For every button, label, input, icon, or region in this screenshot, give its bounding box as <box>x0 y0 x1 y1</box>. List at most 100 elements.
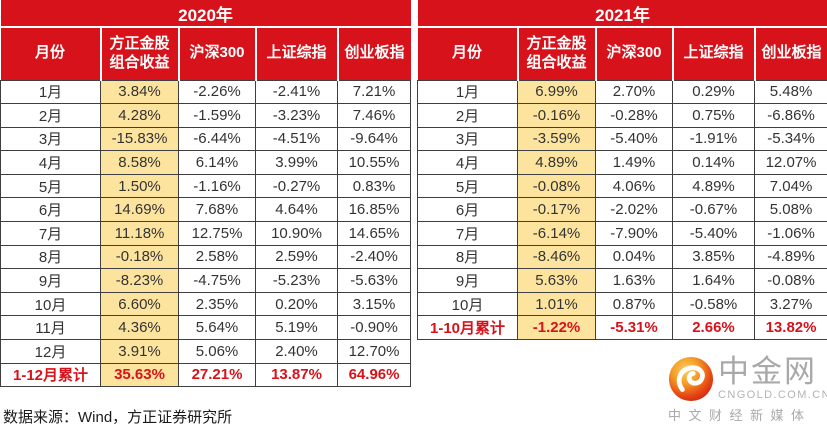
return-value-cell: 1.01% <box>517 291 596 317</box>
month-row: 10月 1.01% 0.87% -0.58% 3.27% <box>417 291 827 317</box>
column-header-chinext: 创业板指 <box>336 27 411 81</box>
column-header-csi300: 沪深300 <box>594 27 673 81</box>
month-row: 8月 -0.18% 2.58% 2.59% -2.40% <box>0 244 412 270</box>
return-value-cell: 7.21% <box>336 79 412 105</box>
return-value-cell: -6.44% <box>178 126 256 152</box>
return-value-cell: 2.35% <box>178 291 256 317</box>
month-label-cell: 2月 <box>0 103 101 128</box>
return-value-cell: 2.58% <box>178 244 256 270</box>
return-value-cell: 5.06% <box>178 339 256 364</box>
return-value-cell: 6.99% <box>517 79 596 105</box>
year-header-2021: 2021年 <box>417 0 827 28</box>
return-value-cell: -1.22% <box>517 315 596 341</box>
return-value-cell: 13.87% <box>255 362 338 388</box>
return-value-cell: -5.40% <box>595 126 673 152</box>
return-value-cell: -8.23% <box>100 268 179 293</box>
return-value-cell: -4.75% <box>178 268 256 293</box>
return-value-cell: -0.67% <box>672 197 755 223</box>
month-row: 5月 -0.08% 4.06% 4.89% 7.04% <box>417 173 827 199</box>
return-value-cell: 14.65% <box>336 221 412 246</box>
month-row: 8月 -8.46% 0.04% 3.85% -4.89% <box>417 244 827 270</box>
month-row: 9月 5.63% 1.63% 1.64% -0.08% <box>417 268 827 293</box>
month-label-cell: 3月 <box>417 126 518 152</box>
return-value-cell: 5.64% <box>178 315 256 341</box>
return-value-cell: 1.63% <box>595 268 673 293</box>
return-value-cell: -15.83% <box>100 126 179 152</box>
return-value-cell: 12.07% <box>753 150 827 175</box>
month-label-cell: 12月 <box>0 339 101 364</box>
return-value-cell: -5.34% <box>753 126 827 152</box>
return-value-cell: -4.89% <box>753 244 827 270</box>
return-value-cell: 4.89% <box>672 173 755 199</box>
return-value-cell: -2.02% <box>595 197 673 223</box>
month-label-cell: 10月 <box>417 291 518 317</box>
month-row: 4月 4.89% 1.49% 0.14% 12.07% <box>417 150 827 175</box>
return-value-cell: 6.60% <box>100 291 179 317</box>
month-label-cell: 9月 <box>0 268 101 293</box>
return-value-cell: 2.59% <box>255 244 338 270</box>
return-value-cell: -1.06% <box>753 221 827 246</box>
logo-brand-name: 中金网 <box>718 354 817 389</box>
return-value-cell: 13.82% <box>753 315 827 341</box>
returns-table-2021: 2021年 月份 方正金股组合收益 沪深300 上证综指 创业板指 1月 6.99… <box>417 0 827 341</box>
data-source-note: 数据来源：Wind，方正证券研究所 <box>3 409 233 426</box>
column-header-row: 月份 方正金股组合收益 沪深300 上证综指 创业板指 <box>417 27 827 81</box>
month-label-cell: 8月 <box>0 244 101 270</box>
column-header-portfolio: 方正金股组合收益 <box>516 27 596 81</box>
month-row: 12月 3.91% 5.06% 2.40% 12.70% <box>0 339 412 364</box>
month-row: 7月 11.18% 12.75% 10.90% 14.65% <box>0 221 412 246</box>
month-row: 9月 -8.23% -4.75% -5.23% -5.63% <box>0 268 412 293</box>
table-body-2020: 1月 3.84% -2.26% -2.41% 7.21% 2月 4.28% -1.59% -3.… <box>0 79 412 388</box>
month-label-cell: 2月 <box>417 103 518 128</box>
return-value-cell: 12.70% <box>336 339 412 364</box>
return-value-cell: 3.85% <box>672 244 755 270</box>
return-value-cell: -0.90% <box>336 315 412 341</box>
return-value-cell: 0.29% <box>672 79 755 105</box>
return-value-cell: -2.26% <box>178 79 256 105</box>
month-label-cell: 6月 <box>417 197 518 223</box>
column-header-portfolio: 方正金股组合收益 <box>99 27 179 81</box>
column-header-sse: 上证综指 <box>671 27 755 81</box>
return-value-cell: -6.14% <box>517 221 596 246</box>
year-header-2020: 2020年 <box>0 0 411 28</box>
return-value-cell: 5.19% <box>255 315 338 341</box>
return-value-cell: -3.59% <box>517 126 596 152</box>
cngold-logo: 中金网 CNGOLD.COM.CN 中文财经新媒体 <box>668 356 827 424</box>
return-value-cell: 4.89% <box>517 150 596 175</box>
return-value-cell: 3.91% <box>100 339 179 364</box>
month-row: 6月 14.69% 7.68% 4.64% 16.85% <box>0 197 412 223</box>
return-value-cell: 5.63% <box>517 268 596 293</box>
month-row: 2月 -0.16% -0.28% 0.75% -6.86% <box>417 103 827 128</box>
return-value-cell: 3.27% <box>753 291 827 317</box>
month-row: 3月 -3.59% -5.40% -1.91% -5.34% <box>417 126 827 152</box>
return-value-cell: 2.70% <box>595 79 673 105</box>
return-value-cell: -1.91% <box>672 126 755 152</box>
return-value-cell: 5.08% <box>753 197 827 223</box>
return-value-cell: -6.86% <box>753 103 827 128</box>
month-label-cell: 5月 <box>0 173 101 199</box>
return-value-cell: 4.64% <box>255 197 338 223</box>
cngold-cloud-icon <box>668 356 714 402</box>
month-label-cell: 7月 <box>0 221 101 246</box>
return-value-cell: 12.75% <box>178 221 256 246</box>
return-value-cell: 0.83% <box>336 173 412 199</box>
return-value-cell: -9.64% <box>336 126 412 152</box>
return-value-cell: 16.85% <box>336 197 412 223</box>
return-value-cell: 35.63% <box>100 362 179 388</box>
month-label-cell: 4月 <box>417 150 518 175</box>
month-label-cell: 1-12月累计 <box>0 362 101 388</box>
month-row: 2月 4.28% -1.59% -3.23% 7.46% <box>0 103 412 128</box>
return-value-cell: -3.23% <box>255 103 338 128</box>
month-row: 6月 -0.17% -2.02% -0.67% 5.08% <box>417 197 827 223</box>
return-value-cell: -0.08% <box>517 173 596 199</box>
column-header-csi300: 沪深300 <box>177 27 256 81</box>
return-value-cell: 0.20% <box>255 291 338 317</box>
column-header-sse: 上证综指 <box>254 27 338 81</box>
return-value-cell: 3.84% <box>100 79 179 105</box>
column-header-month: 月份 <box>417 27 518 81</box>
month-label-cell: 11月 <box>0 315 101 341</box>
return-value-cell: 4.06% <box>595 173 673 199</box>
table-wrapper-2020: 2020年 月份 方正金股组合收益 沪深300 上证综指 创业板指 1月 3.84… <box>0 0 412 388</box>
return-value-cell: -1.59% <box>178 103 256 128</box>
